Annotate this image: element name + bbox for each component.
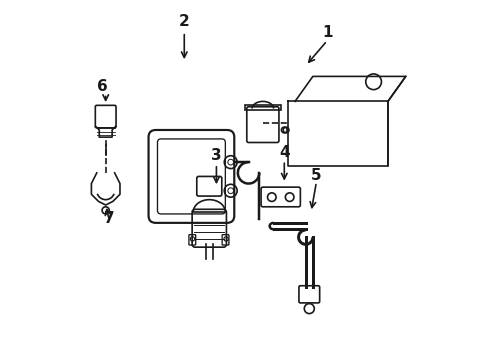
Text: 3: 3	[211, 148, 222, 163]
Text: 6: 6	[97, 79, 107, 94]
Text: 2: 2	[179, 14, 190, 30]
Text: 5: 5	[311, 168, 322, 183]
Text: 7: 7	[104, 211, 115, 226]
Text: 4: 4	[279, 145, 290, 160]
Text: 1: 1	[322, 25, 332, 40]
